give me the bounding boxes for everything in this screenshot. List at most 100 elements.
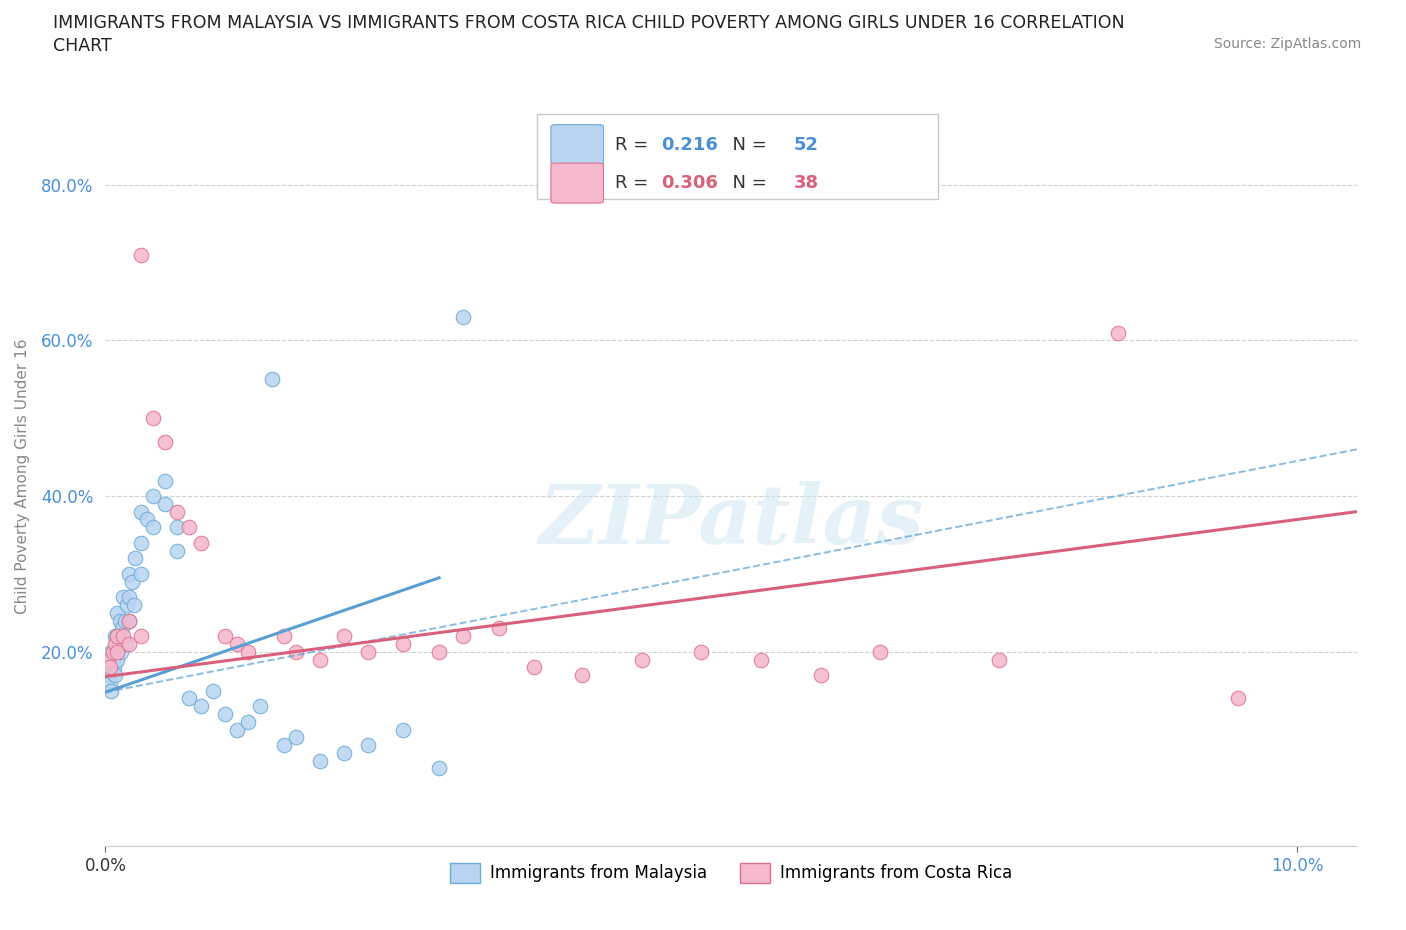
Y-axis label: Child Poverty Among Girls Under 16: Child Poverty Among Girls Under 16 xyxy=(15,339,30,615)
Point xyxy=(129,504,152,519)
Point xyxy=(749,652,772,667)
FancyBboxPatch shape xyxy=(551,163,603,203)
Point xyxy=(104,629,127,644)
Point xyxy=(285,730,308,745)
Point xyxy=(225,722,247,737)
Point xyxy=(488,621,510,636)
Point xyxy=(104,668,127,683)
FancyBboxPatch shape xyxy=(551,125,603,165)
Point xyxy=(214,707,236,722)
Point xyxy=(118,636,141,651)
Point xyxy=(100,644,122,659)
Point xyxy=(105,629,128,644)
Point xyxy=(166,543,188,558)
Point xyxy=(98,660,121,675)
Point xyxy=(630,652,652,667)
Point xyxy=(118,613,141,628)
Text: 0.306: 0.306 xyxy=(661,174,718,193)
Point xyxy=(238,714,260,729)
Point xyxy=(129,566,152,581)
Point xyxy=(142,520,165,535)
Point xyxy=(153,473,176,488)
Point xyxy=(690,644,713,659)
Point xyxy=(333,629,356,644)
Point xyxy=(333,746,356,761)
Point xyxy=(177,520,200,535)
Point xyxy=(97,652,120,667)
Point xyxy=(100,684,122,698)
Point xyxy=(122,598,145,613)
Point xyxy=(214,629,236,644)
Point xyxy=(166,504,188,519)
Point xyxy=(101,652,124,667)
Point xyxy=(104,636,127,651)
Point xyxy=(356,737,378,752)
Text: R =: R = xyxy=(614,174,654,193)
Point xyxy=(153,497,176,512)
Point xyxy=(869,644,891,659)
Point xyxy=(111,621,134,636)
Point xyxy=(988,652,1011,667)
Point xyxy=(101,644,124,659)
Point xyxy=(142,488,165,503)
Point xyxy=(571,668,593,683)
Text: Source: ZipAtlas.com: Source: ZipAtlas.com xyxy=(1213,37,1361,51)
Point xyxy=(427,644,450,659)
Point xyxy=(121,574,143,589)
Point xyxy=(129,629,152,644)
Point xyxy=(225,636,247,651)
Point xyxy=(451,629,474,644)
Point xyxy=(98,668,121,683)
Point xyxy=(201,684,224,698)
Point xyxy=(115,598,138,613)
Point xyxy=(114,636,136,651)
Point xyxy=(309,753,332,768)
Point xyxy=(118,566,141,581)
Point xyxy=(129,247,152,262)
Point xyxy=(105,629,128,644)
Point xyxy=(166,520,188,535)
Point xyxy=(142,411,165,426)
Point xyxy=(273,737,295,752)
Text: ZIPatlas: ZIPatlas xyxy=(538,481,924,561)
Point xyxy=(112,590,135,604)
Text: R =: R = xyxy=(614,136,654,153)
Point xyxy=(97,660,120,675)
Point xyxy=(177,691,200,706)
Text: N =: N = xyxy=(721,174,773,193)
Text: 0.216: 0.216 xyxy=(661,136,718,153)
Point xyxy=(451,310,474,325)
Text: N =: N = xyxy=(721,136,773,153)
Point xyxy=(110,644,132,659)
Point xyxy=(118,613,141,628)
Text: 52: 52 xyxy=(793,136,818,153)
Point xyxy=(392,722,415,737)
Text: IMMIGRANTS FROM MALAYSIA VS IMMIGRANTS FROM COSTA RICA CHILD POVERTY AMONG GIRLS: IMMIGRANTS FROM MALAYSIA VS IMMIGRANTS F… xyxy=(53,14,1125,32)
Point xyxy=(249,698,271,713)
Point xyxy=(392,636,415,651)
Point xyxy=(112,629,135,644)
Point xyxy=(190,698,212,713)
Point xyxy=(129,536,152,551)
Point xyxy=(98,675,121,690)
Point xyxy=(356,644,378,659)
Point xyxy=(105,636,128,651)
Point xyxy=(124,551,146,565)
Point xyxy=(190,536,212,551)
Point xyxy=(262,372,284,387)
Point xyxy=(810,668,832,683)
Legend: Immigrants from Malaysia, Immigrants from Costa Rica: Immigrants from Malaysia, Immigrants fro… xyxy=(443,856,1019,890)
Point xyxy=(153,434,176,449)
Point xyxy=(273,629,295,644)
Point xyxy=(1226,691,1249,706)
Point xyxy=(105,652,128,667)
Point xyxy=(285,644,308,659)
Text: CHART: CHART xyxy=(53,37,112,55)
Point xyxy=(105,605,128,620)
Point xyxy=(523,660,546,675)
Point xyxy=(1107,326,1129,340)
Point xyxy=(136,512,159,527)
Point xyxy=(238,644,260,659)
Text: 38: 38 xyxy=(793,174,818,193)
FancyBboxPatch shape xyxy=(537,114,938,199)
